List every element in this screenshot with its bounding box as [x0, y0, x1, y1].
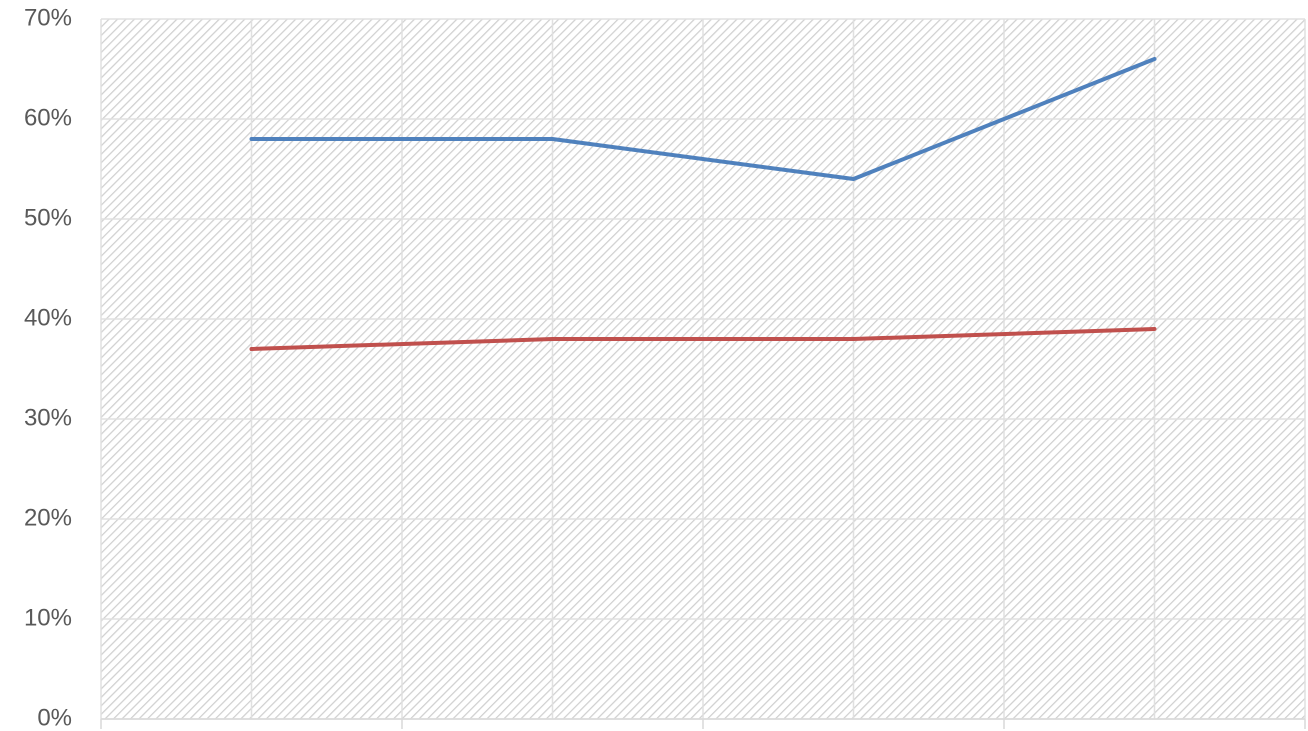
series-line: [249, 327, 1157, 351]
y-tick-label: 0%: [37, 704, 72, 731]
y-tick-label: 30%: [24, 404, 72, 431]
y-tick-label: 20%: [24, 504, 72, 531]
y-tick-label: 10%: [24, 604, 72, 631]
y-tick-label: 70%: [24, 4, 72, 31]
y-tick-label: 60%: [24, 104, 72, 131]
y-tick-label: 40%: [24, 304, 72, 331]
series-line: [249, 57, 1157, 181]
y-tick-label: 50%: [24, 204, 72, 231]
